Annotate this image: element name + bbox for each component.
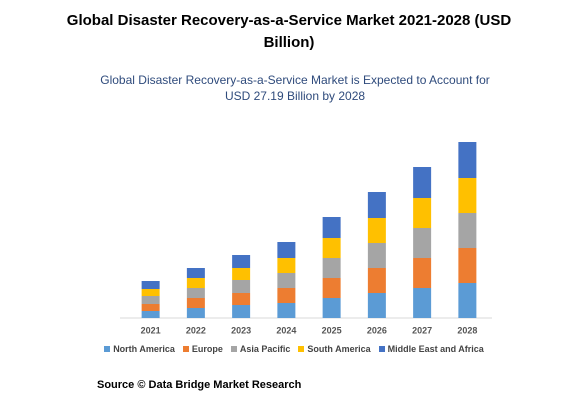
chart-subtitle: Global Disaster Recovery-as-a-Service Ma… xyxy=(100,73,490,103)
bar-segment xyxy=(277,303,296,318)
bar-segment xyxy=(277,288,296,303)
legend-label: Europe xyxy=(191,344,223,354)
bar-segment xyxy=(413,167,432,198)
x-tick-label: 2028 xyxy=(457,325,477,335)
bar-segment xyxy=(232,305,251,318)
bar-segment xyxy=(322,298,341,318)
bar-segment xyxy=(322,258,341,278)
legend-swatch xyxy=(104,346,111,352)
bar-segment xyxy=(186,308,205,318)
bar-segment xyxy=(413,198,432,228)
bar-segment xyxy=(367,243,386,268)
bar-segment xyxy=(367,192,386,218)
bar-segment xyxy=(186,278,205,288)
bar-segment xyxy=(232,255,251,268)
bar-segment xyxy=(141,296,160,304)
bar-segment xyxy=(458,213,477,248)
x-tick-label: 2024 xyxy=(276,325,296,335)
bar-segment xyxy=(413,258,432,288)
bar-segment xyxy=(322,217,341,238)
bar-segment xyxy=(141,281,160,289)
bar-segment xyxy=(413,288,432,318)
bar-segment xyxy=(232,280,251,293)
bar-segment xyxy=(277,258,296,273)
bar-segment xyxy=(186,298,205,308)
legend-swatch xyxy=(230,346,237,352)
bar-segment xyxy=(141,289,160,296)
legend-label: Asia Pacific xyxy=(239,344,291,354)
legend-label: North America xyxy=(113,344,175,354)
bar-segment xyxy=(232,268,251,280)
source-note: Source © Data Bridge Market Research xyxy=(97,379,302,391)
bar-segment xyxy=(232,293,251,305)
chart-title: Global Disaster Recovery-as-a-Service Ma… xyxy=(66,12,512,51)
bar-segment xyxy=(277,242,296,258)
bar-segment xyxy=(458,178,477,213)
bar-segment xyxy=(367,293,386,318)
legend-item: South America xyxy=(298,344,371,354)
legend-swatch xyxy=(298,346,305,352)
legend: North America Europe Asia Pacific South Ame… xyxy=(0,344,588,354)
x-tick-label: 2027 xyxy=(412,325,432,335)
x-tick-label: 2025 xyxy=(322,325,342,335)
bar-segment xyxy=(367,268,386,293)
bar-segment xyxy=(141,311,160,318)
bar-segment xyxy=(322,278,341,298)
x-tick-label: 2021 xyxy=(141,325,161,335)
legend-label: South America xyxy=(307,344,371,354)
bar-segment xyxy=(367,218,386,243)
bar-segment xyxy=(413,228,432,258)
x-tick-label: 2026 xyxy=(367,325,387,335)
legend-item: Europe xyxy=(182,344,223,354)
bar-segment xyxy=(458,283,477,318)
x-tick-label: 2023 xyxy=(231,325,251,335)
bar-segment xyxy=(458,248,477,283)
legend-item: Asia Pacific xyxy=(230,344,291,354)
legend-swatch xyxy=(378,346,385,352)
legend-item: North America xyxy=(104,344,175,354)
bar-segment xyxy=(277,273,296,288)
bar-segment xyxy=(141,304,160,311)
x-tick-label: 2022 xyxy=(186,325,206,335)
legend-item: Middle East and Africa xyxy=(378,344,484,354)
bar-segment xyxy=(186,268,205,278)
legend-swatch xyxy=(182,346,189,352)
bar-segment xyxy=(186,288,205,298)
legend-label: Middle East and Africa xyxy=(387,344,484,354)
bar-segment xyxy=(458,142,477,178)
bar-segment xyxy=(322,238,341,258)
